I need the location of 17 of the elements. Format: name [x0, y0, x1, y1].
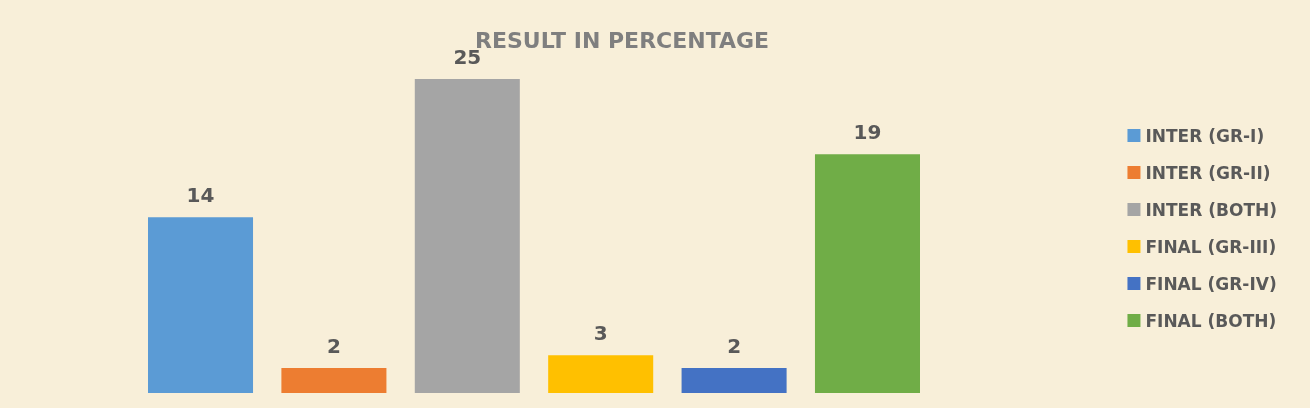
data-label: 14 — [186, 183, 215, 208]
bar — [681, 367, 787, 393]
bar — [548, 355, 654, 393]
legend-label: INTER (GR-I) — [1145, 125, 1265, 146]
bar — [414, 79, 520, 393]
legend-label: INTER (GR-II) — [1145, 162, 1271, 183]
legend-label: FINAL (GR-IV) — [1145, 273, 1277, 294]
data-label: 2 — [727, 333, 742, 358]
legend-label: FINAL (GR-III) — [1145, 236, 1277, 257]
bar — [281, 367, 387, 393]
bar — [814, 154, 920, 393]
bar — [148, 217, 254, 393]
data-label: 3 — [593, 321, 608, 346]
data-label: 2 — [326, 333, 341, 358]
legend-label: FINAL (BOTH) — [1145, 310, 1277, 331]
data-label: 19 — [853, 120, 882, 145]
legend-label: INTER (BOTH) — [1145, 199, 1277, 220]
